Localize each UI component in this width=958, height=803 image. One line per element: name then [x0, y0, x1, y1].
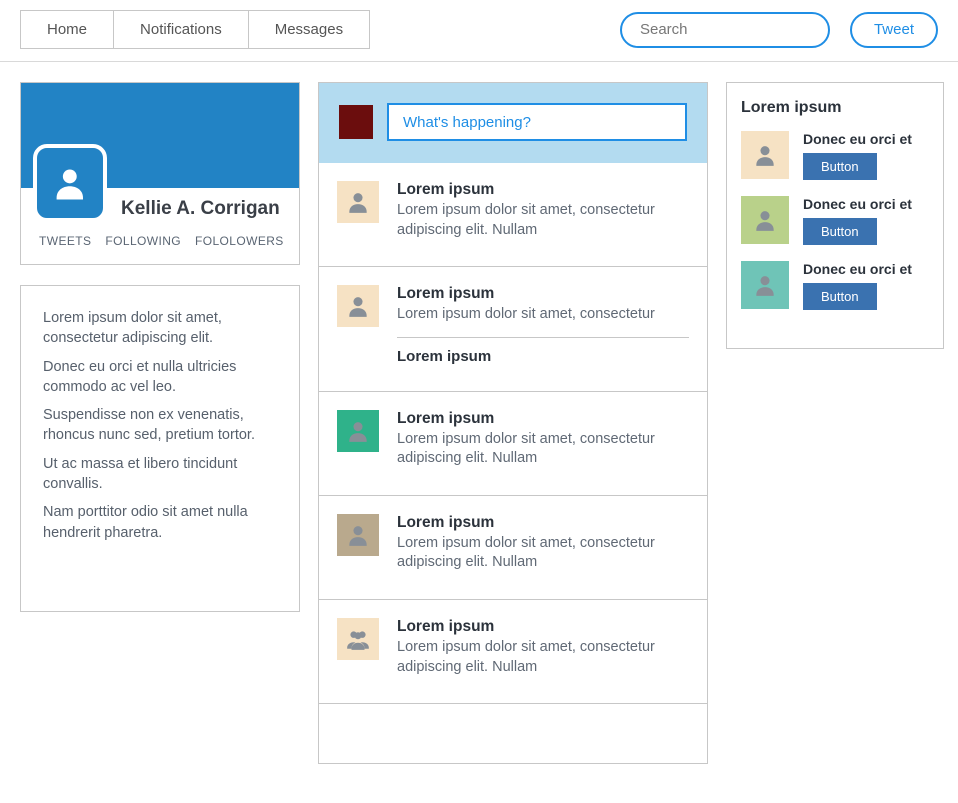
- suggestions-card: Lorem ipsum Donec eu orci etButtonDonec …: [726, 82, 944, 349]
- suggestion-avatar: [741, 261, 789, 309]
- feed-user: Lorem ipsum: [397, 410, 689, 428]
- suggestion-item: Donec eu orci et Button: [741, 196, 929, 245]
- nav-tab-messages[interactable]: Messages: [249, 10, 370, 49]
- feed-text: Lorem ipsum dolor sit amet, consectetur: [397, 305, 689, 325]
- profile-info-row: Kellie A. Corrigan TWEETS FOLLOWING FOLO…: [21, 188, 299, 264]
- feed-text: Lorem ipsum dolor sit amet, consectetur …: [397, 430, 689, 469]
- feed-item[interactable]: Lorem ipsum Lorem ipsum dolor sit amet, c…: [319, 391, 707, 495]
- person-icon: [345, 522, 371, 548]
- feed-body: Lorem ipsum Lorem ipsum dolor sit amet, c…: [397, 410, 689, 469]
- person-icon: [345, 189, 371, 215]
- bio-card: Lorem ipsum dolor sit amet, consectetur …: [20, 285, 300, 612]
- compose-strip: [319, 83, 707, 163]
- suggestion-avatar: [741, 196, 789, 244]
- feed-item[interactable]: Lorem ipsum Lorem ipsum dolor sit amet, c…: [319, 495, 707, 599]
- person-icon: [50, 162, 90, 204]
- feed-avatar: [337, 618, 379, 660]
- suggestion-body: Donec eu orci et Button: [803, 261, 929, 310]
- bio-line: Lorem ipsum dolor sit amet, consectetur …: [43, 308, 277, 349]
- feed-avatar: [337, 181, 379, 223]
- nav-tab-home[interactable]: Home: [20, 10, 114, 49]
- feed-body: Lorem ipsum Lorem ipsum dolor sit amet, c…: [397, 285, 689, 365]
- feed-empty-slot: [319, 703, 707, 763]
- person-icon: [752, 272, 778, 298]
- search-input[interactable]: [620, 12, 830, 48]
- suggestion-name: Donec eu orci et: [803, 261, 929, 277]
- person-icon: [345, 293, 371, 319]
- follow-button[interactable]: Button: [803, 283, 877, 310]
- feed-text: Lorem ipsum dolor sit amet, consectetur …: [397, 201, 689, 240]
- bio-line: Donec eu orci et nulla ultricies commodo…: [43, 357, 277, 398]
- suggestion-body: Donec eu orci et Button: [803, 131, 929, 180]
- follow-button[interactable]: Button: [803, 218, 877, 245]
- left-column: Kellie A. Corrigan TWEETS FOLLOWING FOLO…: [20, 82, 300, 612]
- topbar: Home Notifications Messages Tweet: [0, 0, 958, 62]
- profile-tab-following[interactable]: FOLLOWING: [105, 234, 181, 248]
- feed-sub-divider: [397, 337, 689, 338]
- feed-avatar: [337, 410, 379, 452]
- bio-line: Nam porttitor odio sit amet nulla hendre…: [43, 502, 277, 543]
- compose-input[interactable]: [387, 103, 687, 141]
- profile-avatar[interactable]: [33, 144, 107, 222]
- feed-avatar: [337, 514, 379, 556]
- bio-line: Ut ac massa et libero tincidunt convalli…: [43, 454, 277, 495]
- feed-item[interactable]: Lorem ipsum Lorem ipsum dolor sit amet, c…: [319, 266, 707, 391]
- feed-body: Lorem ipsum Lorem ipsum dolor sit amet, c…: [397, 514, 689, 573]
- feed-user: Lorem ipsum: [397, 181, 689, 199]
- tweet-button[interactable]: Tweet: [850, 12, 938, 48]
- feed-body: Lorem ipsum Lorem ipsum dolor sit amet, c…: [397, 618, 689, 677]
- profile-tab-followers[interactable]: FOLOLOWERS: [195, 234, 284, 248]
- nav-tabs: Home Notifications Messages: [20, 10, 370, 49]
- suggestion-name: Donec eu orci et: [803, 131, 929, 147]
- suggestion-name: Donec eu orci et: [803, 196, 929, 212]
- feed-user: Lorem ipsum: [397, 285, 689, 303]
- person-icon: [345, 418, 371, 444]
- feed-sub: Lorem ipsum: [397, 348, 689, 365]
- feed-item[interactable]: Lorem ipsum Lorem ipsum dolor sit amet, c…: [319, 599, 707, 703]
- person-icon: [752, 142, 778, 168]
- bio-line: Suspendisse non ex venenatis, rhoncus nu…: [43, 405, 277, 446]
- feed-user: Lorem ipsum: [397, 514, 689, 532]
- group-icon: [345, 626, 371, 652]
- main-layout: Kellie A. Corrigan TWEETS FOLLOWING FOLO…: [0, 62, 958, 784]
- topbar-right: Tweet: [620, 12, 938, 48]
- suggestions-title: Lorem ipsum: [741, 99, 929, 117]
- feed-user: Lorem ipsum: [397, 618, 689, 636]
- suggestion-avatar: [741, 131, 789, 179]
- feed-column: Lorem ipsum Lorem ipsum dolor sit amet, c…: [318, 82, 708, 764]
- nav-tab-notifications[interactable]: Notifications: [114, 10, 249, 49]
- feed-text: Lorem ipsum dolor sit amet, consectetur …: [397, 638, 689, 677]
- person-icon: [752, 207, 778, 233]
- suggestions-list: Donec eu orci et Button Donec eu orci et Bu…: [741, 131, 929, 310]
- profile-card: Kellie A. Corrigan TWEETS FOLLOWING FOLO…: [20, 82, 300, 265]
- feed-body: Lorem ipsum Lorem ipsum dolor sit amet, c…: [397, 181, 689, 240]
- suggestion-item: Donec eu orci et Button: [741, 261, 929, 310]
- feed-item[interactable]: Lorem ipsum Lorem ipsum dolor sit amet, c…: [319, 163, 707, 266]
- compose-avatar-icon: [339, 105, 373, 139]
- suggestion-item: Donec eu orci et Button: [741, 131, 929, 180]
- follow-button[interactable]: Button: [803, 153, 877, 180]
- profile-stat-tabs: TWEETS FOLLOWING FOLOLOWERS: [21, 226, 299, 264]
- feed-avatar: [337, 285, 379, 327]
- profile-tab-tweets[interactable]: TWEETS: [39, 234, 91, 248]
- feed-text: Lorem ipsum dolor sit amet, consectetur …: [397, 534, 689, 573]
- feed-list: Lorem ipsum Lorem ipsum dolor sit amet, c…: [319, 163, 707, 703]
- suggestion-body: Donec eu orci et Button: [803, 196, 929, 245]
